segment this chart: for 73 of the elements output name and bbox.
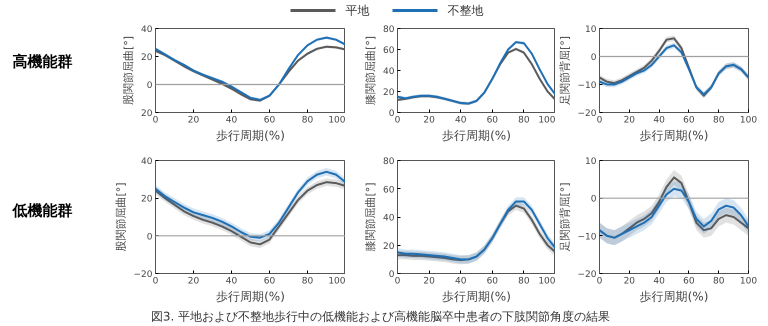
x-tick-label: 100 [328,116,346,126]
x-axis-title: 歩行周期(%) [640,290,708,304]
x-axis-title: 歩行周期(%) [442,128,511,142]
x-tick-label: 100 [538,276,556,286]
x-tick-label: 20 [624,116,636,126]
y-axis-title: 膝関節屈曲[°] [364,36,378,106]
y-tick-label: 40 [383,214,395,224]
x-axis-title: 歩行周期(%) [640,128,708,142]
x-axis-title: 歩行周期(%) [216,290,285,304]
y-tick-label: 40 [383,67,395,77]
y-tick-label: 10 [585,25,597,35]
x-tick-label: 40 [653,116,666,126]
y-tick-label: 20 [141,53,153,63]
x-tick-label: 60 [264,276,276,286]
y-tick-label: −20 [578,109,597,119]
x-tick-label: 80 [712,276,725,286]
y-axis-title: 足関節背屈[°] [558,182,572,252]
x-tick-label: 20 [188,276,200,286]
y-tick-label: 40 [141,157,153,167]
x-tick-label: 40 [226,276,238,286]
y-tick-label: 0 [590,194,597,205]
x-tick-label: 40 [454,116,467,126]
x-tick-label: 60 [486,276,498,286]
x-axis-title: 歩行周期(%) [442,290,511,304]
x-tick-label: 60 [683,116,695,126]
x-tick-label: 20 [624,276,636,286]
x-tick-label: 20 [188,116,200,126]
x-tick-label: 40 [226,116,238,126]
text: 低機能群 [12,202,72,220]
legend-label: 不整地 [448,4,484,18]
y-tick-label: −20 [134,270,153,280]
y-tick-label: −10 [578,81,597,91]
y-axis-title: 足関節背屈[°] [558,36,572,106]
x-tick-label: 80 [518,116,530,126]
x-tick-label: 100 [740,116,758,126]
x-tick-label: 80 [302,276,314,286]
y-tick-label: 20 [141,109,153,119]
x-tick-label: 60 [683,276,695,286]
caption: 図3. 平地および不整地歩行中の低機能および高機能脳卒中患者の下肢関節角度の結果 [150,310,610,324]
x-tick-label: 100 [538,116,556,126]
x-tick-label: 40 [653,276,666,286]
y-tick-label: 0 [388,270,395,280]
y-tick-label: 60 [383,46,395,56]
legend-label: 平地 [346,4,370,18]
y-axis-title: 股関節屈曲[°] [122,36,136,106]
y-tick-label: 60 [383,185,395,196]
y-tick-label: 0 [590,53,597,63]
y-tick-label: 10 [585,157,597,167]
y-tick-label: 80 [383,157,395,167]
y-tick-label: 40 [141,25,153,35]
text: 高機能群 [12,52,72,70]
x-tick-label: 20 [423,276,436,286]
y-tick-label: 20 [141,194,153,205]
x-axis-title: 歩行周期(%) [216,128,285,142]
x-tick-label: 60 [264,116,276,126]
y-axis-title: 股関節屈曲[°] [114,182,128,252]
x-tick-label: 80 [518,276,530,286]
x-tick-label: 80 [302,116,314,126]
y-tick-label: 20 [383,242,395,252]
x-tick-label: 60 [486,116,498,126]
x-tick-label: 80 [712,116,725,126]
x-tick-label: 20 [423,116,436,126]
y-tick-label: 20 [383,88,395,98]
x-tick-label: 100 [740,276,758,286]
y-tick-label: −10 [578,232,597,242]
y-tick-label: 0 [146,232,153,242]
y-tick-label: 80 [383,25,395,35]
x-tick-label: 40 [454,276,467,286]
y-tick-label: −20 [578,270,597,280]
y-axis-title: 膝関節屈曲[°] [364,182,378,252]
y-tick-label: 0 [146,81,153,91]
y-tick-label: 0 [388,109,395,119]
x-tick-label: 100 [328,276,346,286]
